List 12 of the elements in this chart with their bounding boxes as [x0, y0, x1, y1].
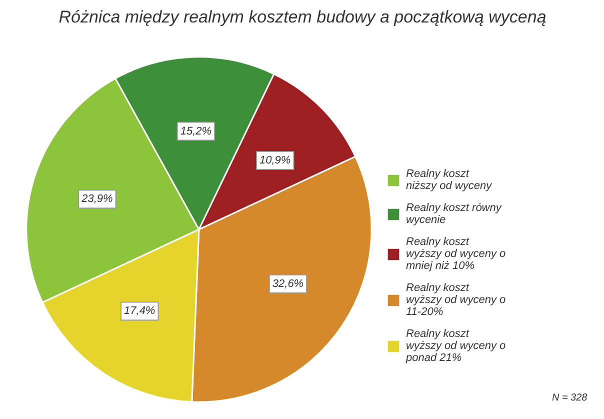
legend-label: Realny koszt równy wycenie: [406, 202, 502, 226]
legend-label: Realny koszt wyższy od wyceny o 11-20%: [406, 282, 506, 318]
legend-label: Realny koszt wyższy od wyceny o mniej niż 10%: [406, 236, 506, 272]
data-label: 10,9%: [260, 154, 291, 166]
data-label: 23,9%: [80, 193, 114, 206]
data-label: 17,4%: [124, 305, 156, 318]
legend-label: Realny koszt wyższy od wyceny o ponad 21%: [406, 328, 506, 364]
data-label: 15,2%: [180, 125, 212, 138]
data-label: 32,6%: [272, 278, 304, 290]
text: N = 328: [552, 392, 588, 404]
chart-title: Różnica między realnym kosztem budowy a początkową wyceną: [58, 8, 546, 26]
legend-label: Realny koszt niższy od wyceny: [406, 168, 492, 192]
